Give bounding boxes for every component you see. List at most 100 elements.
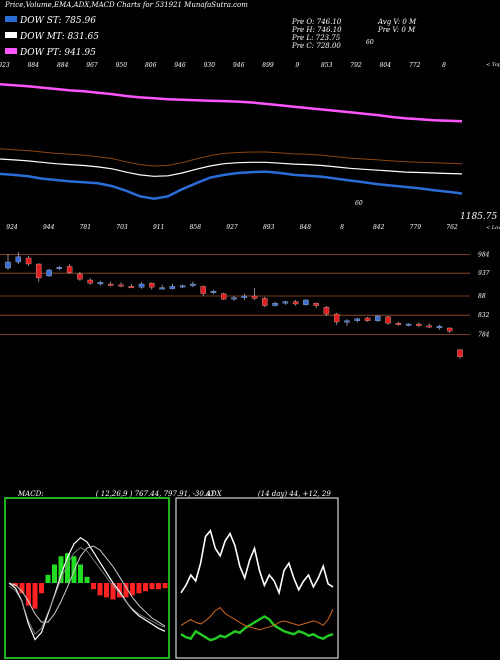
candle-body <box>426 325 432 328</box>
candle-body <box>457 349 463 357</box>
prev-volume: Pre V: 0 M <box>378 26 416 34</box>
price-level-label: 984 <box>478 251 490 258</box>
low-label: 893 <box>263 224 275 231</box>
adx-line-minusdi <box>180 606 334 631</box>
candle-body <box>87 279 93 284</box>
adx-values: (14 day) 44, +12, 29 <box>257 490 331 498</box>
legend-swatch-white <box>5 32 17 38</box>
candle-body <box>272 303 278 306</box>
macd-line <box>8 536 166 641</box>
macd-histogram-bar <box>39 583 44 594</box>
macd-signal-line <box>8 545 166 627</box>
candle-body <box>364 317 371 321</box>
macd-histogram-bar <box>123 583 129 598</box>
candle-body <box>333 313 340 323</box>
macd-histogram-bar <box>162 583 168 589</box>
extra-label: 60 <box>366 39 374 46</box>
price-level-label: 88 <box>478 293 486 300</box>
ema-legend: DOW ST: 785.96 DOW MT: 831.65 DOW PT: 94… <box>0 16 130 64</box>
macd-title: MACD: ( 12,26,9 ) 767.44, 797.91, -30.47 <box>18 490 215 498</box>
low-label: 779 <box>410 224 422 231</box>
legend-swatch-magenta <box>5 48 17 54</box>
low-label: 848 <box>300 224 312 231</box>
top-label: 923 <box>0 62 10 69</box>
candle-body <box>15 256 22 263</box>
top-label: 884 <box>28 62 40 69</box>
adx-line-plusdi <box>180 615 334 642</box>
legend-item-dow-pt: DOW PT: 941.95 <box>0 48 130 64</box>
ema-line-dow-mt <box>0 158 463 177</box>
candle-body <box>169 286 176 289</box>
prev-low: Pre L: 723.75 <box>292 34 341 42</box>
low-label: 911 <box>153 224 164 231</box>
macd-histogram-bar <box>65 553 70 583</box>
top-label: 806 <box>145 62 157 69</box>
low-label: 944 <box>43 224 55 231</box>
candle-body <box>77 273 83 280</box>
avg-volume: Avg V: 0 M <box>378 18 417 26</box>
legend-label: DOW PT: 941.95 <box>20 48 96 58</box>
macd-histogram-bar <box>58 556 64 583</box>
candle-body <box>241 295 248 298</box>
low-label: 924 <box>6 224 18 231</box>
macd-histogram-bar <box>117 583 122 598</box>
macd-aux-line <box>8 547 166 635</box>
candle-body <box>97 282 104 285</box>
candle-body <box>107 283 114 286</box>
candle-body <box>395 323 402 325</box>
candle-body <box>149 283 155 288</box>
macd-histogram-bar <box>91 583 96 590</box>
top-label: 967 <box>86 62 98 69</box>
macd-histogram-bar <box>156 583 161 590</box>
price-level-label: 937 <box>478 270 490 277</box>
candle-body <box>25 257 32 265</box>
candle-body <box>405 323 412 326</box>
candle-body <box>262 298 268 306</box>
candle-body <box>200 286 206 294</box>
low-label: 858 <box>190 224 202 231</box>
legend-item-dow-mt: DOW MT: 831.65 <box>0 32 130 48</box>
macd-histogram-bar <box>13 583 18 587</box>
macd-histogram-bar <box>45 574 51 583</box>
low-label: 781 <box>80 224 91 231</box>
low-label: 762 <box>446 224 458 231</box>
adx-label: ADX <box>206 490 222 498</box>
macd-histogram-bar <box>78 564 83 583</box>
tops-axis-label: < Tops <box>486 62 500 68</box>
candle-body <box>344 320 350 323</box>
macd-histogram-bar <box>97 583 103 596</box>
macd-histogram-bar <box>26 583 31 606</box>
candle-body <box>138 283 145 288</box>
prev-close: Pre C: 728.00 <box>292 42 341 50</box>
adx-panel <box>175 497 339 659</box>
candle-body <box>323 307 330 315</box>
candle-body <box>282 301 289 304</box>
candle-body <box>190 283 196 286</box>
candle-body <box>231 297 237 300</box>
candle-body <box>354 318 361 321</box>
candle-body <box>220 293 227 300</box>
top-label: 946 <box>233 62 245 69</box>
macd-histogram-bar <box>149 583 155 590</box>
prev-high: Pre H: 746.10 <box>292 26 342 34</box>
top-label: 899 <box>262 62 274 69</box>
macd-values: ( 12,26,9 ) 767.44, 797.91, -30.47 <box>95 490 215 498</box>
top-label: 804 <box>380 62 392 69</box>
low-label: 842 <box>373 224 385 231</box>
candle-body <box>416 323 422 326</box>
top-label: 792 <box>350 62 362 69</box>
macd-label: MACD: <box>18 490 44 498</box>
macd-histogram-bar <box>32 583 38 609</box>
top-label: 772 <box>409 62 421 69</box>
macd-histogram-bar <box>19 583 25 594</box>
ema-line-dow-st <box>0 170 463 200</box>
top-label: 9 <box>295 62 299 69</box>
candle-body <box>385 316 391 324</box>
candle-body <box>446 327 453 332</box>
top-label: 853 <box>321 62 333 69</box>
candle-body <box>436 326 443 329</box>
macd-histogram-bar <box>143 583 148 592</box>
macd-histogram-bar <box>136 583 142 594</box>
macd-histogram-bar <box>52 564 57 583</box>
